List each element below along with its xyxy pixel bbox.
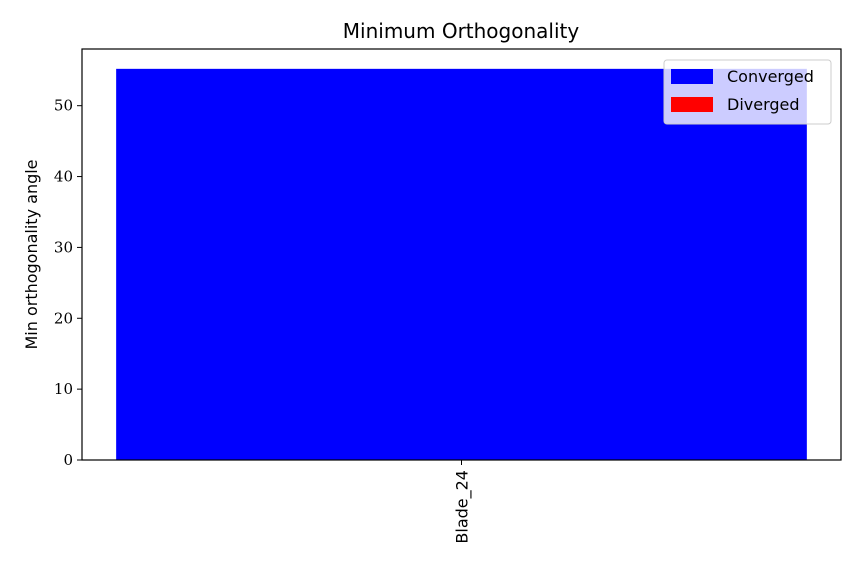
y-axis-label: Min orthogonality angle — [22, 159, 41, 349]
y-ticks-group: 0 10 20 30 40 50 — [54, 97, 82, 469]
y-tick-label: 30 — [54, 238, 73, 256]
plot-frame — [81, 48, 842, 461]
y-tick-label: 10 — [54, 380, 73, 398]
legend-label-diverged: Diverged — [727, 95, 800, 114]
chart-title: Minimum Orthogonality — [343, 19, 580, 43]
legend-swatch-diverged — [671, 97, 713, 112]
legend-label-converged: Converged — [727, 67, 814, 86]
y-tick-label: 20 — [54, 309, 73, 327]
y-tick-label: 40 — [54, 168, 73, 186]
y-tick-label: 0 — [63, 451, 73, 469]
legend-swatch-converged — [671, 69, 713, 84]
y-tick-label: 50 — [54, 97, 73, 115]
legend: Converged Diverged — [663, 59, 832, 125]
x-ticks-group: Blade_24 — [453, 460, 473, 544]
bar-converged-blade_24 — [116, 68, 807, 461]
x-tick-label: Blade_24 — [453, 470, 473, 544]
bars-group — [116, 68, 807, 461]
